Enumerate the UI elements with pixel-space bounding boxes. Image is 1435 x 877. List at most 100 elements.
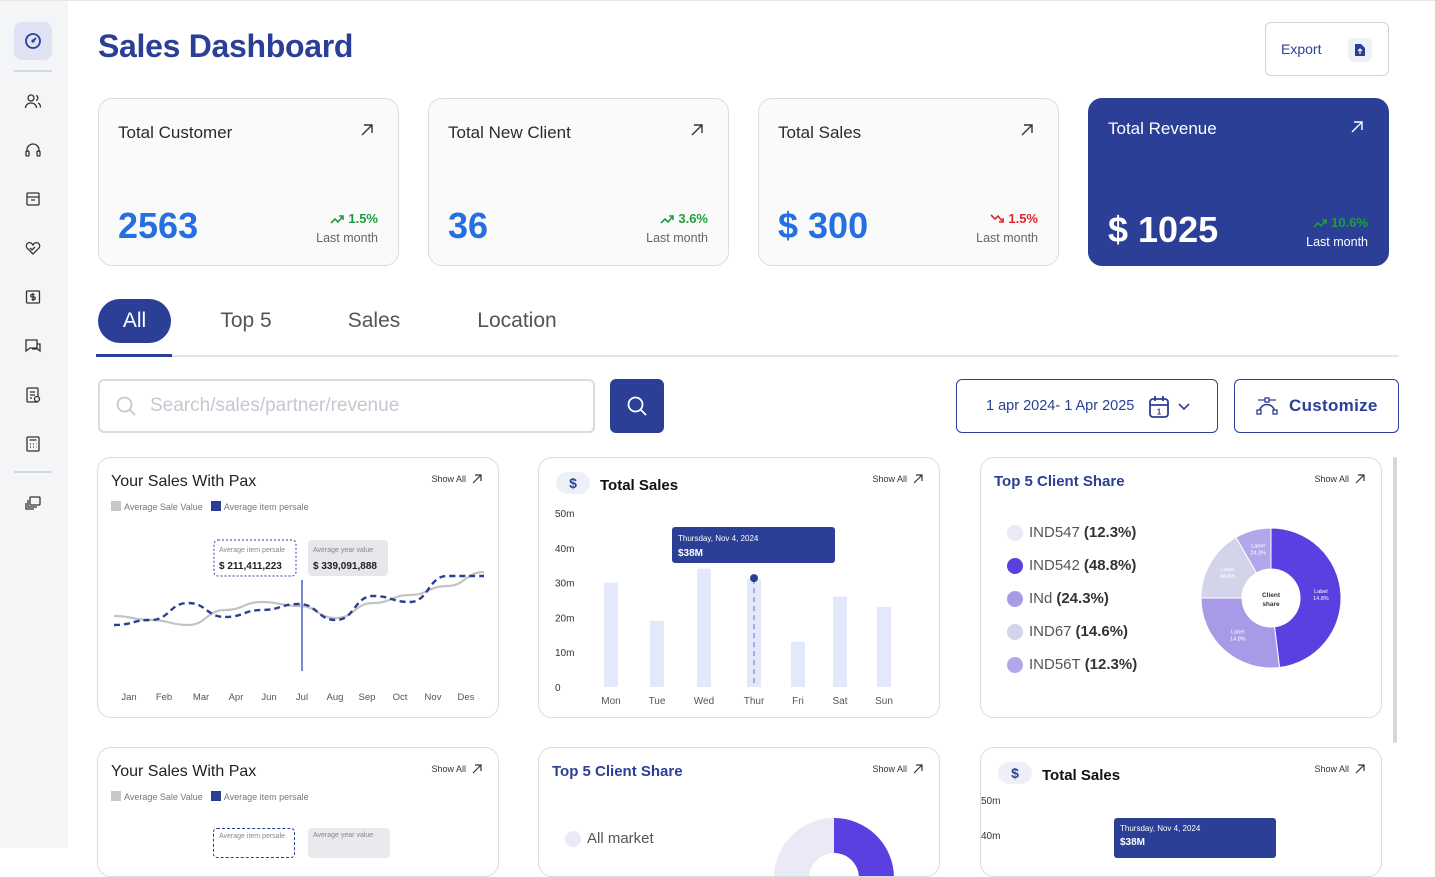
slice-percent: 24.3%: [1250, 551, 1266, 557]
x-tick-label: Wed: [694, 696, 714, 707]
show-all-link[interactable]: Show All: [1314, 764, 1365, 774]
page-title: Sales Dashboard: [98, 28, 354, 64]
sales-pax-card-2: Your Sales With Pax Show All Average Sal…: [97, 747, 499, 877]
stat-card-total-new-client[interactable]: Total New Client 36 3.6% Last month: [428, 98, 729, 266]
stat-label: Total Customer: [118, 123, 233, 142]
tooltip-box: [213, 539, 297, 577]
main-content: Sales Dashboard Export Total Customer 25…: [68, 0, 1435, 877]
search-button[interactable]: [610, 379, 664, 433]
dollar-badge-icon: $: [998, 762, 1032, 784]
bar: [697, 568, 711, 687]
dollar-icon[interactable]: [14, 278, 52, 316]
y-tick-label: 40m: [981, 831, 1001, 842]
line-chart: Average item persale $ 211,411,223 Average…: [113, 539, 485, 703]
scrollbar[interactable]: [1393, 457, 1397, 743]
date-range-picker[interactable]: 1 apr 2024- 1 Apr 2025 1: [956, 379, 1218, 433]
search-input[interactable]: Search/sales/partner/revenue: [98, 379, 595, 433]
client-share-item: IND547 (12.3%): [1007, 524, 1136, 541]
x-tick-label: Sep: [359, 692, 376, 703]
users-icon[interactable]: [14, 82, 52, 120]
bar-tooltip: [672, 527, 835, 563]
y-tick-label: 50m: [981, 796, 1001, 807]
dashboard-icon[interactable]: [14, 22, 52, 60]
tab-sales[interactable]: Sales: [347, 309, 401, 332]
export-button[interactable]: Export: [1265, 22, 1389, 76]
customize-label: Customize: [1289, 396, 1378, 415]
tab-location[interactable]: Location: [477, 309, 557, 332]
stat-card-total-customer[interactable]: Total Customer 2563 1.5% Last month: [98, 98, 399, 266]
search-icon: [627, 396, 647, 416]
show-all-link[interactable]: Show All: [872, 474, 923, 484]
x-tick-label: Thur: [744, 696, 765, 707]
arrow-up-right-icon[interactable]: [360, 123, 374, 137]
stat-value: 36: [448, 205, 489, 246]
slice-label: Label: [1231, 629, 1244, 635]
customize-button[interactable]: Customize: [1234, 379, 1399, 433]
client-share-card: Top 5 Client Share Show All IND547 (12.3%…: [980, 457, 1382, 718]
stat-change: 3.6%: [660, 211, 708, 226]
y-tick-label: 10m: [555, 648, 574, 659]
x-tick-label: Tue: [649, 696, 666, 707]
stat-value: $ 300: [778, 205, 869, 246]
y-tick-label: 20m: [555, 613, 574, 624]
stat-value: $ 1025: [1108, 209, 1219, 250]
chat-icon[interactable]: [14, 327, 52, 365]
trend-up-icon: [1313, 218, 1327, 228]
sidebar: [0, 0, 68, 848]
tooltip-date: Thursday, Nov 4, 2024: [678, 534, 759, 543]
bezier-curve-icon: [1256, 397, 1278, 415]
stat-change: 10.6%: [1313, 215, 1368, 230]
inbox-icon[interactable]: [14, 180, 52, 218]
show-all-link[interactable]: Show All: [431, 474, 482, 484]
tooltip-value: $38M: [678, 548, 703, 559]
donut-center-label: share: [1262, 601, 1280, 608]
client-share-item: All market: [565, 830, 654, 847]
stat-card-total-sales[interactable]: Total Sales $ 300 1.5% Last month: [758, 98, 1059, 266]
show-all-link[interactable]: Show All: [1314, 474, 1365, 484]
y-tick-label: 50m: [555, 509, 574, 520]
bar: [747, 579, 761, 687]
arrow-up-right-icon[interactable]: [1020, 123, 1034, 137]
report-icon[interactable]: [14, 376, 52, 414]
tab-all[interactable]: All: [98, 299, 171, 343]
stat-period: Last month: [316, 231, 378, 245]
stat-card-total-revenue[interactable]: Total Revenue $ 1025 10.6% Last month: [1088, 98, 1389, 266]
arrow-up-right-icon[interactable]: [690, 123, 704, 137]
bar: [791, 641, 805, 687]
client-share-item: IND56T (12.3%): [1007, 656, 1137, 673]
x-tick-label: Nov: [425, 692, 442, 703]
x-tick-label: Mar: [193, 692, 209, 703]
x-tick-label: Feb: [156, 692, 172, 703]
arrow-up-right-icon: [472, 474, 482, 484]
tooltip-label: Average year value: [313, 547, 373, 554]
card-title: Top 5 Client Share: [552, 763, 683, 780]
arrow-up-right-icon[interactable]: [1350, 120, 1364, 134]
tab-top-5[interactable]: Top 5: [220, 309, 272, 332]
y-tick-label: 40m: [555, 544, 574, 555]
arrow-up-right-icon: [1355, 764, 1365, 774]
calculator-icon[interactable]: [14, 425, 52, 463]
tab-active-indicator: [96, 354, 172, 357]
x-tick-label: Sun: [875, 696, 893, 707]
client-share-item: IND542 (48.8%): [1007, 557, 1136, 574]
legend-item: Average Sale Value: [111, 501, 203, 512]
donut-slice: [1235, 527, 1272, 574]
series-line-average-sale-value: [113, 570, 485, 627]
heart-handshake-icon[interactable]: [14, 229, 52, 267]
bar-tooltip: Thursday, Nov 4, 2024 $38M: [1114, 818, 1276, 858]
headset-icon[interactable]: [14, 131, 52, 169]
x-tick-label: Fri: [792, 696, 804, 707]
show-all-link[interactable]: Show All: [872, 764, 923, 774]
show-all-link[interactable]: Show All: [431, 764, 482, 774]
slice-label: Label: [1314, 589, 1327, 595]
donut-chart: Label14.8%Label14.8%Label48.8%Label24.3%…: [1200, 527, 1342, 669]
total-sales-card-2: $ Total Sales Show All 50m 40m Thursday,…: [980, 747, 1382, 877]
bar: [833, 596, 847, 687]
layers-icon[interactable]: [14, 484, 52, 522]
client-share-card-2: Top 5 Client Share Show All All market: [538, 747, 940, 877]
slice-percent: 48.8%: [1220, 574, 1236, 580]
slice-label: Label: [1251, 544, 1264, 550]
donut-slice: [1200, 597, 1281, 669]
stat-period: Last month: [1306, 235, 1368, 249]
card-title: Your Sales With Pax: [111, 763, 257, 780]
